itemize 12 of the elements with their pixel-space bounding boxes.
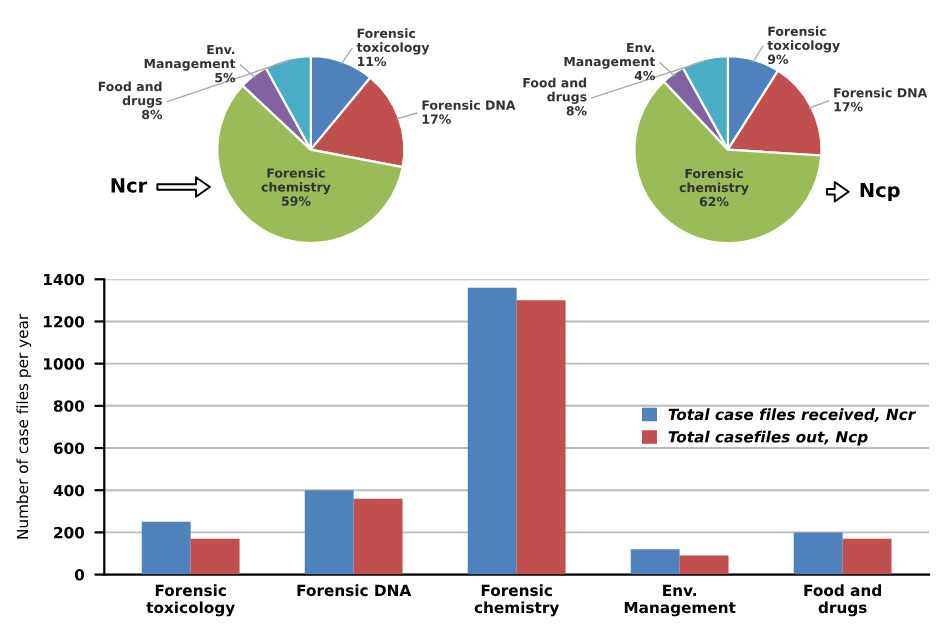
bar (516, 300, 566, 575)
bar (353, 498, 403, 575)
bar (304, 490, 354, 575)
text: Ncr (111, 178, 148, 193)
bar (190, 538, 240, 575)
bar (630, 549, 680, 575)
bar (679, 555, 729, 575)
bar (793, 532, 843, 575)
text: Ncp (860, 182, 900, 202)
bar (842, 538, 892, 575)
bar (141, 521, 191, 575)
bar (467, 287, 517, 575)
